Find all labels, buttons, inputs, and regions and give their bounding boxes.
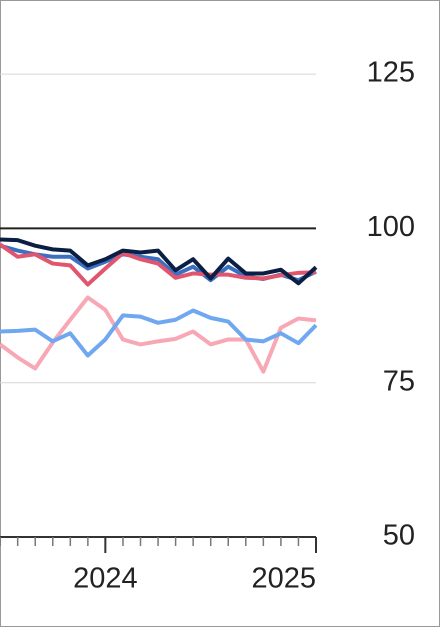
line-series	[0, 295, 317, 374]
line-series	[0, 237, 318, 286]
y-tick-label: 75	[383, 365, 415, 397]
line-series	[0, 242, 317, 287]
y-tick-label: 50	[383, 520, 415, 552]
x-tick-label: 2025	[251, 563, 316, 595]
x-tick-label: 2024	[73, 563, 138, 595]
y-tick-label: 100	[367, 211, 415, 243]
line-series	[0, 308, 318, 358]
y-tick-label: 125	[367, 57, 415, 89]
